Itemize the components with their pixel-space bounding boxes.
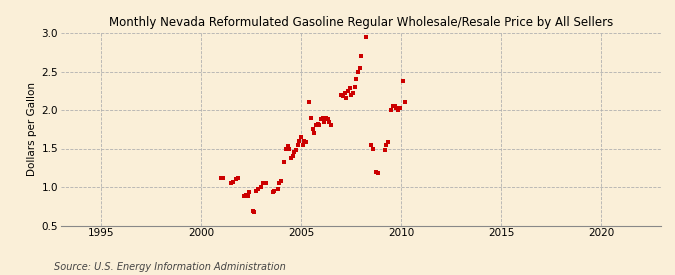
Point [391,106,402,111]
Point [352,69,363,74]
Point [306,116,317,120]
Point [342,89,353,93]
Point [307,127,318,131]
Point [360,35,371,39]
Point [217,175,228,180]
Point [398,79,408,83]
Point [239,194,250,199]
Point [385,108,396,112]
Point [272,186,283,191]
Point [257,181,268,185]
Y-axis label: Dollars per Gallon: Dollars per Gallon [27,82,37,176]
Point [399,100,410,104]
Point [286,156,296,160]
Point [231,177,242,182]
Point [267,190,278,195]
Point [324,119,335,124]
Point [282,144,293,148]
Point [317,116,328,120]
Point [269,189,280,193]
Point [281,146,292,151]
Point [215,175,226,180]
Point [346,92,356,97]
Point [288,154,298,158]
Point [309,131,320,135]
Point [392,108,403,112]
Point [294,139,305,143]
Point [242,194,253,199]
Point [240,192,251,197]
Point [225,181,236,185]
Point [351,77,362,81]
Point [321,116,331,120]
Point [300,140,311,145]
Point [348,91,358,95]
Point [316,117,327,122]
Point [339,91,350,95]
Point [244,190,254,195]
Point [387,104,398,108]
Point [394,106,405,111]
Point [232,175,243,180]
Point [289,150,300,155]
Point [292,142,303,147]
Point [296,135,306,139]
Point [284,146,295,151]
Point [322,117,333,122]
Point [274,181,285,185]
Point [304,100,315,104]
Point [227,180,238,185]
Point [256,185,267,189]
Point [335,92,346,97]
Point [371,169,381,174]
Point [366,142,377,147]
Point [338,94,348,98]
Point [325,123,336,128]
Point [344,86,355,91]
Point [389,104,400,108]
Point [381,142,392,147]
Point [291,148,302,152]
Point [249,210,260,214]
Point [252,186,263,191]
Title: Monthly Nevada Reformulated Gasoline Regular Wholesale/Resale Price by All Selle: Monthly Nevada Reformulated Gasoline Reg… [109,16,614,29]
Point [341,96,352,101]
Point [356,54,367,58]
Point [275,179,286,183]
Point [247,209,258,213]
Point [313,122,323,126]
Point [261,181,271,185]
Point [373,171,383,175]
Point [279,160,290,164]
Point [310,123,321,128]
Point [354,65,365,70]
Point [382,140,393,145]
Point [367,146,378,151]
Point [299,139,310,143]
Point [314,123,325,128]
Point [297,142,308,147]
Point [349,85,360,89]
Point [379,148,390,152]
Point [319,119,330,124]
Point [250,189,261,193]
Text: Source: U.S. Energy Information Administration: Source: U.S. Energy Information Administ… [54,262,286,272]
